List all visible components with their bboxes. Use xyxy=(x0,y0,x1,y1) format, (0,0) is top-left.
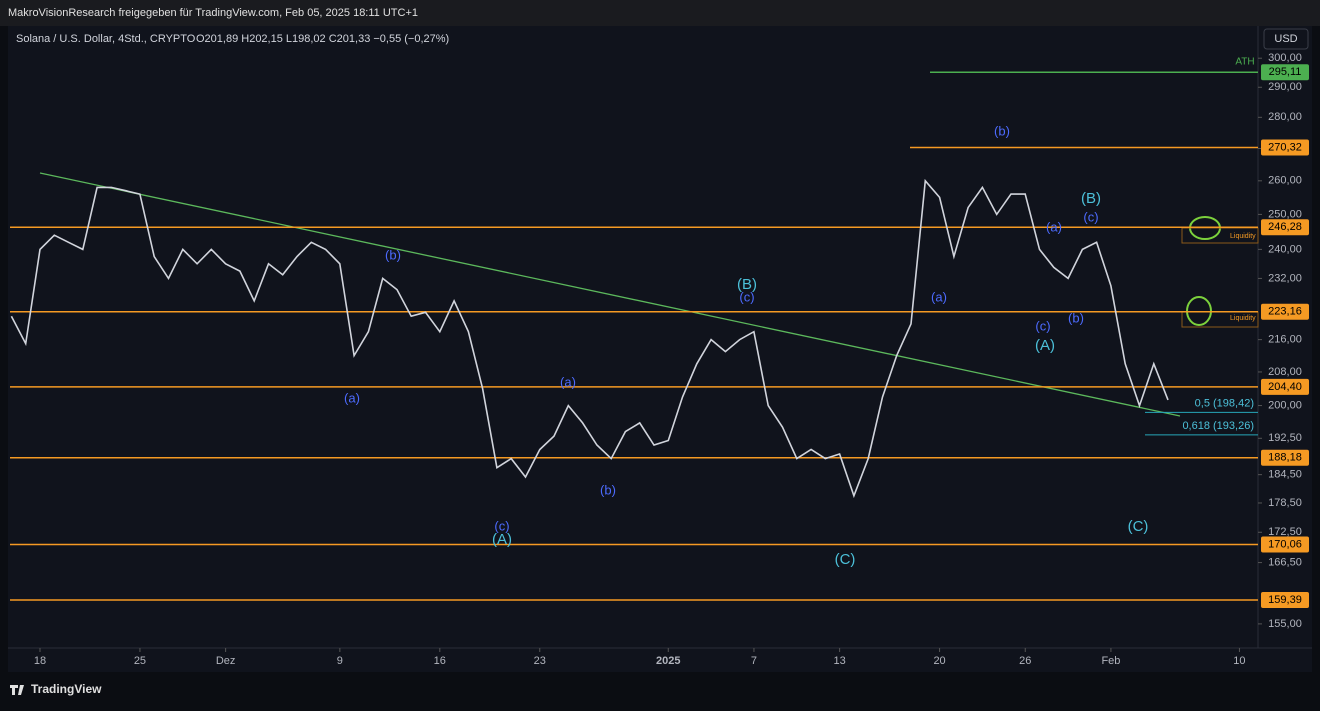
y-tick-label: 216,00 xyxy=(1268,334,1302,346)
wave-label: (b) xyxy=(994,123,1010,138)
level-tag xyxy=(1261,139,1309,156)
x-tick-label: 18 xyxy=(34,655,46,667)
wave-label: (a) xyxy=(1046,219,1062,234)
x-tick-label: 20 xyxy=(933,655,945,667)
currency-button[interactable] xyxy=(1263,28,1309,50)
y-tick-label: 184,50 xyxy=(1268,469,1302,481)
liquidity-label: Liquidity xyxy=(1230,233,1256,240)
level-tag xyxy=(1261,378,1309,395)
fib-label: 0,5 (198,42) xyxy=(1195,397,1254,409)
x-tick-label: 16 xyxy=(434,655,446,667)
share-bar xyxy=(0,0,1320,26)
chart-title: Solana / U.S. Dollar, 4Std., CRYPTO xyxy=(16,33,196,45)
level-tag xyxy=(1261,303,1309,320)
x-tick-label: 26 xyxy=(1019,655,1031,667)
wave-label: (b) xyxy=(1068,310,1084,325)
wave-label: (c) xyxy=(494,518,509,533)
y-tick-label: 240,00 xyxy=(1268,243,1302,255)
level-label: 204,40 xyxy=(1268,381,1302,393)
fib-label: 0,618 (193,26) xyxy=(1182,420,1254,432)
y-tick-label: 178,50 xyxy=(1268,497,1302,509)
level-label: 295,11 xyxy=(1269,66,1302,78)
x-tick-label: 13 xyxy=(833,655,845,667)
y-tick-label: 290,00 xyxy=(1268,81,1302,93)
level-label: 159,39 xyxy=(1268,594,1302,606)
wave-label: (C) xyxy=(835,551,856,568)
x-tick-label: 23 xyxy=(534,655,546,667)
level-label: 170,06 xyxy=(1268,538,1302,550)
ath-label: ATH xyxy=(1235,57,1254,68)
level-tag xyxy=(1261,591,1309,608)
level-label: 223,16 xyxy=(1268,306,1302,318)
wave-label: (B) xyxy=(737,276,757,293)
y-tick-label: 232,00 xyxy=(1268,272,1302,284)
footer xyxy=(0,676,1320,706)
logo xyxy=(10,685,24,695)
x-tick-label: 25 xyxy=(134,655,146,667)
currency[interactable]: USD xyxy=(1274,33,1297,45)
level-label: 188,18 xyxy=(1268,452,1302,464)
x-tick-label: Feb xyxy=(1101,655,1120,667)
level-tag xyxy=(1261,64,1309,81)
y-tick-label: 300,00 xyxy=(1268,52,1302,64)
level-tag xyxy=(1261,449,1309,466)
wave-label: (c) xyxy=(1083,209,1098,224)
level-label: 270,32 xyxy=(1268,141,1302,153)
y-tick-label: 192,50 xyxy=(1268,432,1302,444)
wave-label: (a) xyxy=(560,374,576,389)
share-text: MakroVisionResearch freigegeben für Trad… xyxy=(8,7,418,19)
y-tick-label: 208,00 xyxy=(1268,366,1302,378)
wave-label: (A) xyxy=(492,531,512,548)
plot-area xyxy=(8,26,1312,672)
liquidity-box xyxy=(1181,227,1259,244)
level-tag xyxy=(1261,219,1309,236)
y-tick-label: 250,00 xyxy=(1268,208,1302,220)
brand: TradingView xyxy=(31,682,102,696)
trendline xyxy=(39,172,1181,417)
wave-label: (A) xyxy=(1035,337,1055,354)
x-tick-label: 10 xyxy=(1233,655,1245,667)
y-tick-label: 172,50 xyxy=(1268,526,1302,538)
wave-label: (b) xyxy=(385,247,401,262)
x-tick-label: 2025 xyxy=(656,655,680,667)
y-tick-label: 166,50 xyxy=(1268,556,1302,568)
wave-label: (c) xyxy=(1035,318,1050,333)
liquidity-label: Liquidity xyxy=(1230,315,1256,322)
wave-label: (b) xyxy=(600,482,616,497)
y-tick-label: 260,00 xyxy=(1268,175,1302,187)
y-tick-label: 155,00 xyxy=(1268,618,1302,630)
ohlc: O201,89 H202,15 L198,02 C201,33 −0,55 (−… xyxy=(196,33,449,45)
price-line xyxy=(10,178,1169,499)
wave-label: (c) xyxy=(739,289,754,304)
wave-label: (C) xyxy=(1128,518,1149,535)
x-tick-label: Dez xyxy=(216,655,236,667)
wave-label: (a) xyxy=(931,289,947,304)
y-tick-label: 280,00 xyxy=(1268,111,1302,123)
x-tick-label: 7 xyxy=(751,655,757,667)
y-tick-label: 200,00 xyxy=(1268,399,1302,411)
level-label: 246,28 xyxy=(1268,221,1302,233)
level-tag xyxy=(1261,536,1309,553)
x-tick-label: 9 xyxy=(337,655,343,667)
wave-label: (a) xyxy=(344,390,360,405)
wave-label: (B) xyxy=(1081,190,1101,207)
